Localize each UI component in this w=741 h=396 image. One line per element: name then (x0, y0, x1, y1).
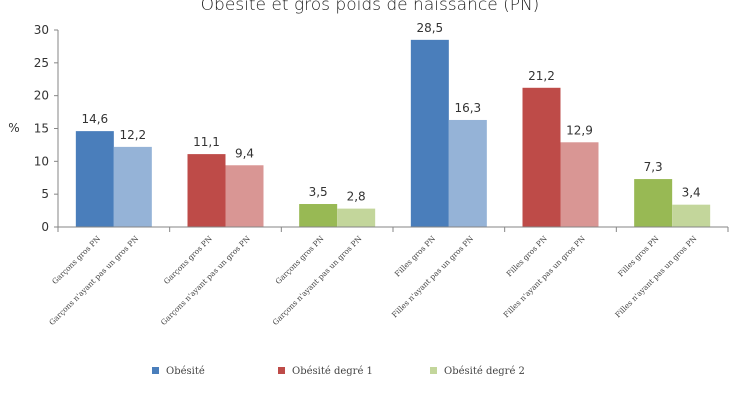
legend-label: Obésité degré 1 (292, 366, 373, 377)
y-axis: 0 5 10 15 20 25 30 (34, 23, 59, 234)
legend: Obésité Obésité degré 1 Obésité degré 2 (152, 366, 525, 377)
bar (299, 204, 338, 227)
bars: 14,6 12,2 28,5 16,3 11,1 9,4 21,2 12,9 3,5 2,8 7,3… (75, 21, 711, 227)
bar (672, 204, 711, 227)
bar (225, 165, 264, 227)
data-label: 12,2 (119, 128, 146, 142)
bar (634, 179, 673, 227)
legend-swatch (152, 367, 159, 374)
data-label: 14,6 (81, 112, 108, 126)
data-label: 11,1 (193, 135, 220, 149)
bar (448, 119, 487, 227)
data-label: 16,3 (454, 101, 481, 115)
bar (337, 208, 376, 227)
bar (187, 154, 226, 227)
y-tick-label: 30 (34, 23, 49, 37)
y-tick-label: 25 (34, 56, 49, 70)
y-tick-label: 15 (34, 122, 49, 136)
bar (113, 146, 152, 227)
data-label: 28,5 (416, 21, 443, 35)
legend-label: Obésité degré 2 (444, 366, 525, 377)
legend-swatch (278, 367, 285, 374)
bar (560, 142, 599, 227)
y-tick-label: 10 (34, 154, 49, 168)
y-axis-label: % (8, 121, 19, 135)
bar (410, 39, 449, 227)
x-tick-label: Filles n'ayant pas un gros PN (613, 234, 699, 320)
data-label: 3,4 (682, 186, 701, 200)
legend-swatch (430, 367, 437, 374)
x-tick-label: Filles n'ayant pas un gros PN (502, 234, 588, 320)
y-tick-label: 0 (41, 220, 49, 234)
bar (75, 131, 114, 227)
data-label: 2,8 (347, 190, 366, 204)
data-label: 12,9 (566, 123, 593, 137)
chart-title: Obésité et gros poids de naissance (PN) (201, 0, 540, 15)
x-tick-label: Filles n'ayant pas un gros PN (390, 234, 476, 320)
y-tick-label: 5 (41, 187, 49, 201)
data-label: 7,3 (644, 160, 663, 174)
bar (522, 87, 561, 227)
y-tick-label: 20 (34, 89, 49, 103)
legend-label: Obésité (166, 366, 205, 377)
data-label: 21,2 (528, 69, 555, 83)
data-label: 9,4 (235, 146, 254, 160)
data-label: 3,5 (309, 185, 328, 199)
